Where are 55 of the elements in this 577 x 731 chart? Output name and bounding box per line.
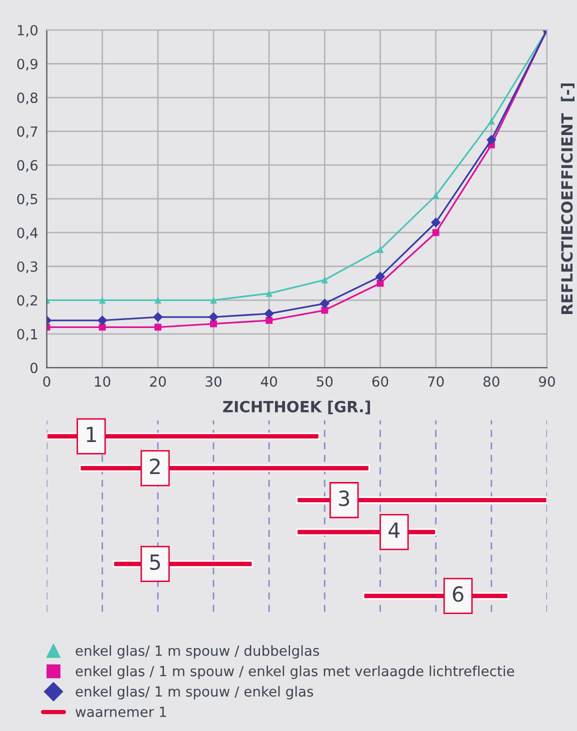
point: [264, 308, 274, 319]
point: [488, 118, 495, 125]
point: [208, 312, 218, 322]
point: [154, 324, 162, 331]
point: [486, 134, 496, 145]
y-tick-label: 0,7: [17, 126, 38, 138]
point: [432, 229, 440, 236]
y-tick-label: 0,5: [17, 194, 38, 206]
y-tick-label: 0,3: [17, 261, 38, 274]
y-tick-label: 1,0: [18, 24, 38, 37]
y-tick-label: 0,6: [17, 160, 38, 172]
point: [432, 192, 440, 199]
annotation: 3: [339, 490, 350, 506]
y-tick-label: 0,9: [17, 58, 38, 71]
annotation: 6: [452, 586, 464, 602]
point: [375, 272, 386, 282]
y-tick-label: 0,4: [17, 228, 38, 240]
legend-label: enkel glas/ 1 m spouw / enkel glas: [76, 686, 314, 700]
x-tick-label: 50: [316, 376, 333, 387]
point: [98, 324, 106, 331]
y-tick-label: 0: [30, 362, 38, 374]
point: [210, 296, 217, 304]
point: [266, 316, 273, 324]
point: [320, 298, 330, 308]
point: [210, 320, 217, 328]
point: [266, 290, 273, 297]
point: [376, 246, 384, 253]
point: [97, 316, 108, 326]
annotation: 5: [150, 554, 160, 570]
x-tick-label: 30: [206, 376, 222, 387]
y-tick-label: 0,8: [17, 92, 38, 104]
x-axis-title: ZICHTHOEK [GR.]: [223, 400, 370, 414]
y-tick-label: 0,1: [17, 328, 38, 341]
x-tick-label: 20: [150, 376, 166, 387]
x-tick-label: 80: [484, 376, 500, 387]
point: [321, 276, 328, 284]
x-tick-label: 60: [372, 376, 388, 387]
legend-label: enkel glas/ 1 m spouw / dubbelglas: [76, 645, 320, 659]
annotation: 4: [388, 522, 400, 538]
point: [98, 296, 106, 304]
legend-label: waarnemer 1: [76, 706, 166, 718]
legend-label: enkel glas / 1 m spouw / enkel glas met verlaagde lichtreflectie: [76, 666, 514, 680]
annotation: 2: [150, 458, 160, 474]
x-tick-label: 40: [260, 376, 277, 387]
y-tick-label: 0,2: [17, 295, 38, 308]
x-tick-label: 0: [43, 376, 50, 387]
point: [152, 312, 163, 322]
annotation: 1: [86, 426, 96, 442]
point: [154, 296, 162, 304]
x-tick-label: 10: [95, 376, 110, 387]
x-tick-label: 70: [428, 376, 444, 387]
x-tick-label: 90: [539, 376, 555, 387]
point: [321, 306, 328, 314]
y-axis-title: REFLECTIECOEFFICIENT [-]: [560, 84, 575, 314]
point: [430, 218, 441, 228]
